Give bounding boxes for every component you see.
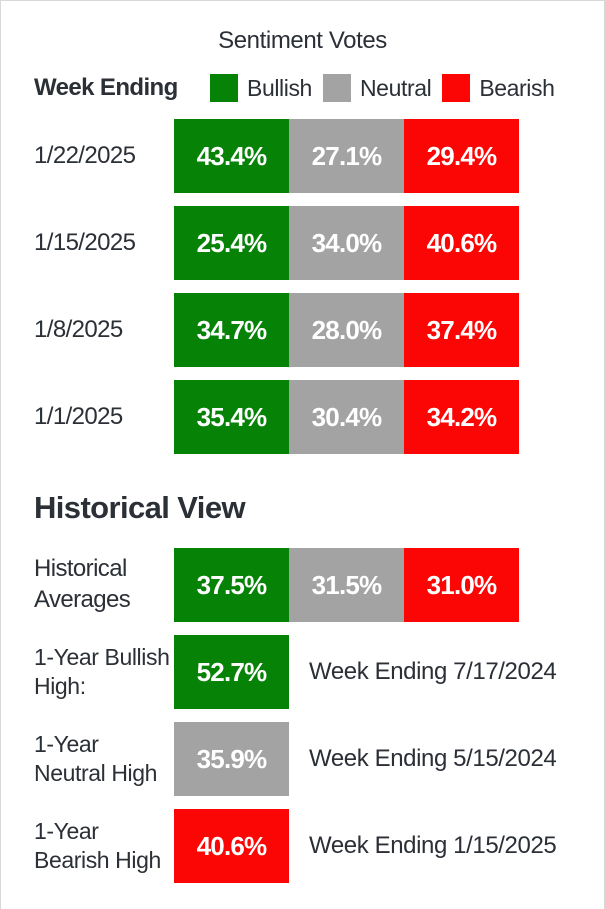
single-bar: 40.6%	[174, 809, 289, 883]
single-bar: 52.7%	[174, 635, 289, 709]
bearish-high-label: 1-Year Bearish High	[34, 817, 161, 873]
bearish-swatch-icon	[442, 74, 471, 102]
bearish-bar-segment: 29.4%	[404, 119, 519, 193]
historical-averages-row: Historical Averages 37.5% 31.5% 31.0%	[34, 548, 604, 622]
legend-label-neutral: Neutral	[359, 74, 432, 101]
bearish-bar-segment: 40.6%	[174, 809, 289, 883]
stacked-bar: 34.7% 28.0% 37.4%	[174, 293, 519, 367]
neutral-swatch-icon	[322, 74, 351, 102]
stacked-bar: 43.4% 27.1% 29.4%	[174, 119, 519, 193]
bullish-swatch-icon	[210, 74, 238, 102]
single-bar: 35.9%	[174, 722, 289, 796]
neutral-high-week-note: Week Ending 5/15/2024	[309, 745, 557, 772]
neutral-bar-segment: 27.1%	[289, 119, 404, 193]
week-date-label: 1/15/2025	[34, 228, 136, 256]
sentiment-row-4: 1/1/2025 35.4% 30.4% 34.2%	[34, 380, 604, 454]
neutral-bar-segment: 35.9%	[174, 722, 289, 796]
header-row: Week Ending Bullish Neutral Bearish	[34, 71, 604, 105]
bearish-bar-segment: 31.0%	[404, 548, 519, 622]
bearish-high-row: 1-Year Bearish High 40.6% Week Ending 1/…	[34, 809, 604, 883]
neutral-bar-segment: 31.5%	[289, 548, 404, 622]
legend-label-bearish: Bearish	[479, 74, 555, 101]
neutral-bar-segment: 34.0%	[289, 206, 404, 280]
bullish-high-row: 1-Year Bullish High: 52.7% Week Ending 7…	[34, 635, 604, 709]
bullish-bar-segment: 25.4%	[174, 206, 289, 280]
week-date-label: 1/8/2025	[34, 315, 123, 343]
neutral-bar-segment: 30.4%	[289, 380, 404, 454]
bullish-high-week-note: Week Ending 7/17/2024	[309, 658, 557, 685]
legend: Bullish Neutral Bearish	[210, 74, 566, 102]
legend-label-bullish: Bullish	[247, 74, 312, 101]
week-ending-label: Week Ending	[34, 74, 178, 101]
sentiment-row-1: 1/22/2025 43.4% 27.1% 29.4%	[34, 119, 604, 193]
bullish-high-label: 1-Year Bullish High:	[34, 643, 170, 699]
legend-item-neutral: Neutral	[322, 74, 442, 102]
bullish-bar-segment: 35.4%	[174, 380, 289, 454]
historical-averages-label: Historical Averages	[34, 555, 131, 613]
stacked-bar: 25.4% 34.0% 40.6%	[174, 206, 519, 280]
weekly-rows: 1/22/2025 43.4% 27.1% 29.4% 1/15/2025 25…	[1, 119, 604, 454]
bullish-bar-segment: 34.7%	[174, 293, 289, 367]
stacked-bar: 35.4% 30.4% 34.2%	[174, 380, 519, 454]
bearish-bar-segment: 37.4%	[404, 293, 519, 367]
bullish-bar-segment: 52.7%	[174, 635, 289, 709]
historical-view-heading: Historical View	[34, 490, 246, 525]
legend-item-bullish: Bullish	[210, 74, 323, 102]
bullish-bar-segment: 37.5%	[174, 548, 289, 622]
week-date-label: 1/1/2025	[34, 402, 123, 430]
neutral-high-label: 1-Year Neutral High	[34, 730, 158, 786]
week-date-label: 1/22/2025	[34, 141, 136, 169]
bearish-bar-segment: 40.6%	[404, 206, 519, 280]
sentiment-row-3: 1/8/2025 34.7% 28.0% 37.4%	[34, 293, 604, 367]
neutral-high-row: 1-Year Neutral High 35.9% Week Ending 5/…	[34, 722, 604, 796]
sentiment-row-2: 1/15/2025 25.4% 34.0% 40.6%	[34, 206, 604, 280]
neutral-bar-segment: 28.0%	[289, 293, 404, 367]
bullish-bar-segment: 43.4%	[174, 119, 289, 193]
bearish-bar-segment: 34.2%	[404, 380, 519, 454]
stacked-bar: 37.5% 31.5% 31.0%	[174, 548, 519, 622]
legend-item-bearish: Bearish	[442, 74, 565, 102]
bearish-high-week-note: Week Ending 1/15/2025	[309, 832, 557, 859]
page-title: Sentiment Votes	[218, 27, 387, 54]
